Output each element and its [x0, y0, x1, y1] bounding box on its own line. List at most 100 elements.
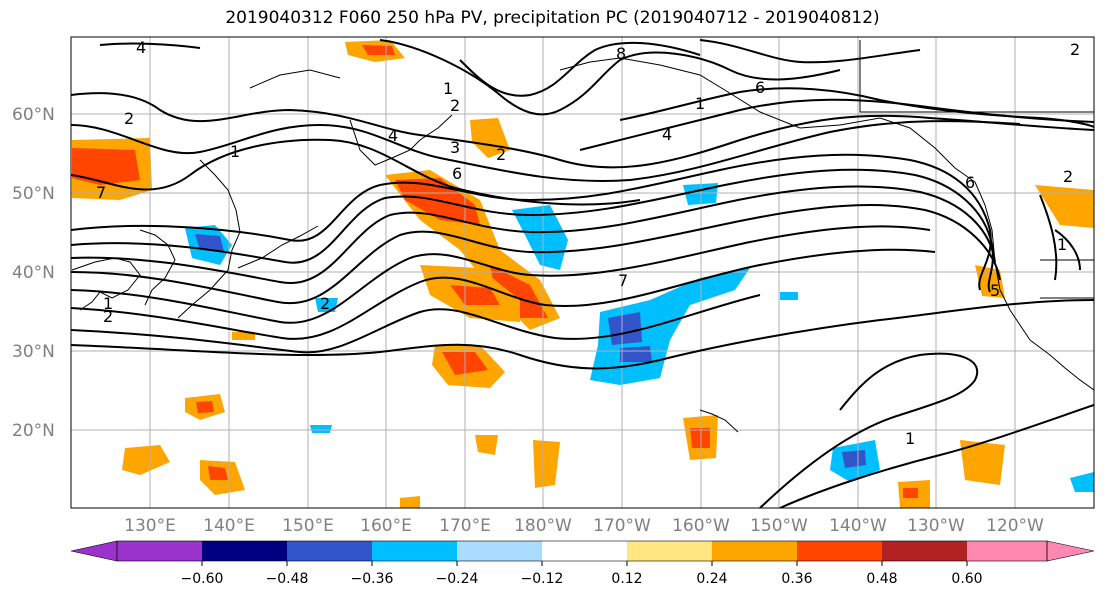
lon-label: 170°E: [439, 516, 491, 536]
colorbar-label: 0.60: [951, 571, 982, 587]
precip-positive-area: [475, 435, 498, 455]
precip-negative-area: [310, 425, 332, 433]
precip-strong-area: [490, 265, 548, 318]
precip-strong-area: [208, 466, 228, 480]
colorbar-segment: [882, 541, 967, 561]
lon-label: 160°W: [672, 516, 730, 536]
colorbar-label: 0.24: [696, 571, 727, 587]
colorbar-segment: [797, 541, 882, 561]
contour-label: 8: [616, 44, 626, 63]
coastlines: [71, 40, 1094, 433]
precip-positive-area: [960, 440, 1005, 485]
precip-positive-area: [122, 445, 170, 475]
precip-strong-area: [690, 428, 710, 448]
contour-label: 7: [96, 183, 106, 202]
precip-negative-area: [780, 292, 798, 300]
precip-negative-core: [842, 450, 866, 468]
colorbar-segment: [287, 541, 372, 561]
precip-negative-core: [620, 346, 652, 362]
colorbar-segment: [542, 541, 627, 561]
lon-label: 150°E: [282, 516, 334, 536]
lat-label: 50°N: [12, 184, 55, 204]
colorbar-extend-low: [70, 540, 118, 562]
lon-label: 130°W: [907, 516, 965, 536]
colorbar-segment: [457, 541, 542, 561]
contour-label: 2: [1070, 40, 1080, 59]
colorbar-label: −0.24: [436, 571, 479, 587]
colorbar-label: 0.12: [611, 571, 642, 587]
colorbar-label: −0.36: [351, 571, 394, 587]
lon-label: 140°E: [203, 516, 255, 536]
colorbar-extend-high: [1046, 540, 1095, 562]
precip-negative-area: [512, 205, 568, 270]
contour-label: 1: [103, 294, 113, 313]
precip-strong-area: [72, 148, 140, 185]
colorbar-frame: [116, 540, 1048, 562]
contour-label: 2: [1063, 167, 1073, 186]
contour-label: 1: [443, 79, 453, 98]
lat-label: 60°N: [12, 105, 55, 125]
colorbar-ticks: [201, 561, 968, 566]
precip-positive-area: [533, 440, 560, 488]
contour-label: 1: [230, 142, 240, 161]
contour-label: 1: [695, 94, 705, 113]
contour-label: 7: [618, 271, 628, 290]
colorbar-label: 0.36: [781, 571, 812, 587]
precip-positive-area: [470, 118, 510, 158]
lon-label: 140°W: [829, 516, 887, 536]
contour-labels: 4 2 1 2 1 4 3 6 2 8 6 1 4 7 1 2 7 5 2 1 …: [96, 38, 1080, 448]
contour-label: 5: [990, 281, 1000, 300]
precip-strong-area: [362, 45, 395, 55]
colorbar-segment: [627, 541, 712, 561]
contour-label: 1: [905, 429, 915, 448]
contour-label: 3: [450, 138, 460, 157]
precip-positive-area: [232, 332, 255, 340]
contour-label: 2: [103, 307, 113, 326]
lon-label: 120°W: [986, 516, 1044, 536]
map-frame: [70, 36, 1095, 509]
contour-label: 2: [124, 109, 134, 128]
colorbar-label: 0.48: [866, 571, 897, 587]
contour-label: 1: [1057, 235, 1067, 254]
lon-label: 150°W: [750, 516, 808, 536]
lon-label: 160°E: [360, 516, 412, 536]
lon-label: 170°W: [593, 516, 651, 536]
contour-label: 2: [450, 96, 460, 115]
precip-strong-area: [395, 178, 480, 225]
colorbar-segment: [967, 541, 1047, 561]
precip-positive-area: [400, 496, 420, 508]
contour-label: 2: [496, 145, 506, 164]
colorbar-segment: [372, 541, 457, 561]
lat-label: 20°N: [12, 421, 55, 441]
contour-label: 6: [755, 78, 765, 97]
contour-label: 2: [320, 294, 330, 313]
precip-negative-core: [608, 312, 642, 345]
graticule: [71, 37, 1094, 508]
contour-label: 4: [136, 38, 146, 57]
precip-shading: [72, 40, 1094, 508]
contour-label: 4: [662, 125, 672, 144]
precip-negative-core: [195, 234, 224, 252]
map-title: 2019040312 F060 250 hPa PV, precipitatio…: [225, 8, 880, 28]
lon-label: 180°W: [514, 516, 572, 536]
colorbar: −0.60 −0.48 −0.36 −0.24 −0.12 0.12 0.24 …: [70, 540, 1095, 587]
precip-positive-area: [1035, 185, 1094, 228]
colorbar-label: −0.60: [181, 571, 224, 587]
precip-strong-area: [903, 488, 918, 498]
pv-contours: [71, 39, 1094, 508]
lat-label: 40°N: [12, 263, 55, 283]
colorbar-label: −0.12: [521, 571, 564, 587]
lon-label: 130°E: [124, 516, 176, 536]
precip-negative-area: [1070, 472, 1094, 492]
lat-label: 30°N: [12, 342, 55, 362]
contour-label: 4: [388, 126, 398, 145]
lat-labels: 20°N 30°N 40°N 50°N 60°N: [12, 105, 55, 441]
colorbar-label: −0.48: [266, 571, 309, 587]
colorbar-segment: [712, 541, 797, 561]
contour-label: 6: [965, 173, 975, 192]
precip-strong-area: [196, 401, 214, 413]
lon-labels: 130°E 140°E 150°E 160°E 170°E 180°W 170°…: [124, 516, 1044, 536]
colorbar-segment: [117, 541, 202, 561]
precip-strong-area: [450, 285, 500, 305]
